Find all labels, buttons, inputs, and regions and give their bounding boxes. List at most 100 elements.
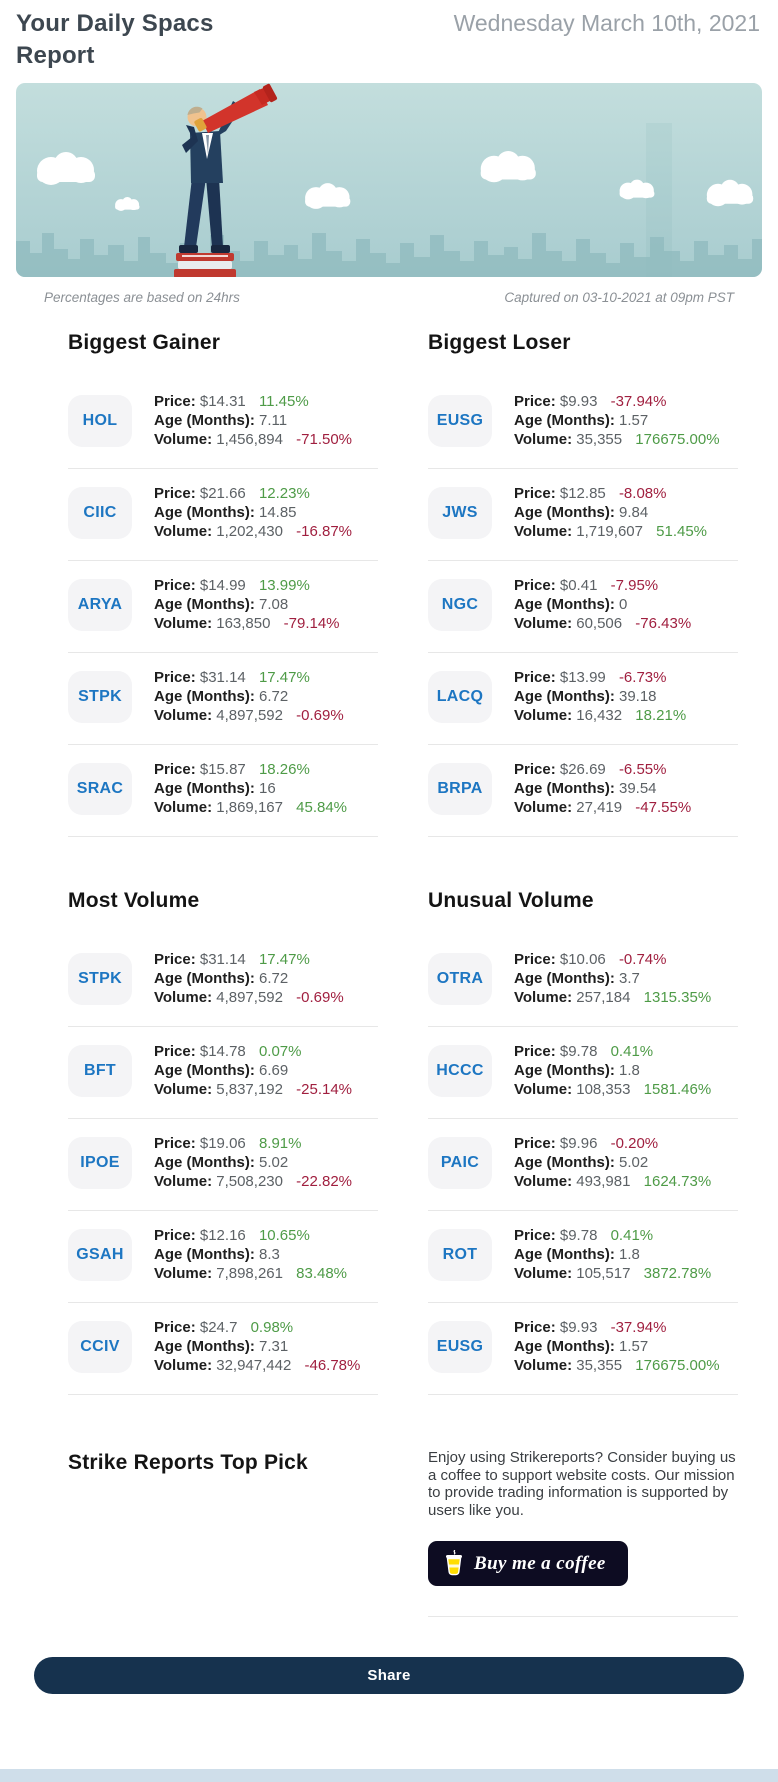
price-change-pct: 12.23% [258, 485, 310, 503]
ticker-symbol: HCCC [436, 1062, 484, 1080]
price-change-pct: -0.20% [610, 1135, 659, 1153]
ticker-badge[interactable]: STPK [68, 953, 132, 1006]
volume-label: Volume: [514, 1265, 573, 1283]
volume-line: Volume: 493,981 1624.73% [514, 1172, 711, 1191]
age-value: 7.08 [258, 596, 289, 614]
ticker-row: SRAC Price: $15.87 18.26% Age (Months): … [68, 745, 378, 838]
volume-value: 7,898,261 [216, 1265, 283, 1283]
ticker-badge[interactable]: BRPA [428, 763, 492, 816]
price-line: Price: $14.78 0.07% [154, 1042, 352, 1061]
ticker-badge[interactable]: JWS [428, 487, 492, 540]
age-line: Age (Months): 9.84 [514, 503, 707, 522]
price-label: Price: [514, 1227, 556, 1245]
age-line: Age (Months): 39.18 [514, 687, 686, 706]
ticker-symbol: PAIC [440, 1154, 480, 1172]
ticker-info: Price: $31.14 17.47% Age (Months): 6.72 … [154, 950, 344, 1007]
price-label: Price: [154, 577, 196, 595]
buy-me-a-coffee-button[interactable]: Buy me a coffee [428, 1541, 628, 1587]
price-value: $9.93 [559, 393, 598, 411]
ticker-symbol: ARYA [77, 596, 123, 614]
price-label: Price: [154, 761, 196, 779]
volume-change-pct: 51.45% [656, 523, 708, 541]
volume-value: 16,432 [576, 707, 623, 725]
section-title: Biggest Gainer [68, 331, 221, 355]
price-label: Price: [154, 393, 196, 411]
age-value: 5.02 [258, 1154, 289, 1172]
volume-line: Volume: 7,898,261 83.48% [154, 1264, 347, 1283]
ticker-badge[interactable]: BFT [68, 1045, 132, 1098]
price-change-pct: -6.73% [618, 669, 667, 687]
ticker-badge[interactable]: GSAH [68, 1229, 132, 1282]
age-label: Age (Months): [154, 970, 255, 988]
ticker-badge[interactable]: CIIC [68, 487, 132, 540]
ticker-symbol: ROT [442, 1246, 478, 1264]
ticker-row: STPK Price: $31.14 17.47% Age (Months): … [68, 653, 378, 746]
volume-label: Volume: [154, 431, 213, 449]
volume-line: Volume: 1,456,894 -71.50% [154, 430, 352, 449]
ticker-symbol: LACQ [436, 688, 484, 706]
age-value: 8.3 [258, 1246, 280, 1264]
ticker-badge[interactable]: HOL [68, 395, 132, 448]
price-value: $31.14 [199, 669, 246, 687]
ticker-info: Price: $26.69 -6.55% Age (Months): 39.54… [514, 760, 691, 817]
volume-value: 60,506 [576, 615, 623, 633]
price-label: Price: [514, 1043, 556, 1061]
ticker-symbol: EUSG [436, 412, 484, 430]
price-change-pct: 8.91% [258, 1135, 302, 1153]
price-change-pct: 0.41% [610, 1043, 654, 1061]
price-value: $31.14 [199, 951, 246, 969]
volume-change-pct: -22.82% [296, 1173, 353, 1191]
volume-value: 163,850 [216, 615, 271, 633]
price-change-pct: 10.65% [258, 1227, 310, 1245]
volume-line: Volume: 4,897,592 -0.69% [154, 988, 344, 1007]
ticker-symbol: CCIV [80, 1338, 120, 1356]
price-value: $13.99 [559, 669, 606, 687]
section-biggest-gainer: Biggest Gainer HOL Price: $14.31 11.45% … [68, 331, 378, 838]
price-value: $0.41 [559, 577, 598, 595]
ticker-badge[interactable]: ROT [428, 1229, 492, 1282]
price-value: $26.69 [559, 761, 606, 779]
age-label: Age (Months): [154, 412, 255, 430]
ticker-badge[interactable]: ARYA [68, 579, 132, 632]
share-button[interactable]: Share [34, 1657, 744, 1695]
ticker-badge[interactable]: IPOE [68, 1137, 132, 1190]
price-line: Price: $31.14 17.47% [154, 668, 344, 687]
ticker-badge[interactable]: LACQ [428, 671, 492, 724]
age-value: 14.85 [258, 504, 297, 522]
price-value: $9.78 [559, 1227, 598, 1245]
age-value: 1.57 [618, 1338, 649, 1356]
ticker-badge[interactable]: SRAC [68, 763, 132, 816]
ticker-badge[interactable]: STPK [68, 671, 132, 724]
age-label: Age (Months): [514, 1154, 615, 1172]
ticker-badge[interactable]: OTRA [428, 953, 492, 1006]
caption-percentages: Percentages are based on 24hrs [44, 290, 240, 306]
ticker-badge[interactable]: NGC [428, 579, 492, 632]
volume-change-pct: 45.84% [296, 799, 348, 817]
ticker-badge[interactable]: EUSG [428, 1321, 492, 1374]
ticker-badge[interactable]: PAIC [428, 1137, 492, 1190]
ticker-badge[interactable]: EUSG [428, 395, 492, 448]
ticker-badge[interactable]: CCIV [68, 1321, 132, 1374]
age-value: 3.7 [618, 970, 640, 988]
price-value: $19.06 [199, 1135, 246, 1153]
ticker-row: BRPA Price: $26.69 -6.55% Age (Months): … [428, 745, 738, 838]
price-change-pct: 0.98% [250, 1319, 294, 1337]
volume-change-pct: 1581.46% [643, 1081, 712, 1099]
age-label: Age (Months): [514, 1246, 615, 1264]
price-line: Price: $19.06 8.91% [154, 1134, 352, 1153]
volume-line: Volume: 1,202,430 -16.87% [154, 522, 352, 541]
coffee-cup-icon [446, 1550, 462, 1576]
ticker-row: ROT Price: $9.78 0.41% Age (Months): 1.8… [428, 1211, 738, 1304]
price-line: Price: $14.31 11.45% [154, 392, 352, 411]
ticker-info: Price: $0.41 -7.95% Age (Months): 0 Volu… [514, 576, 691, 633]
ticker-info: Price: $9.93 -37.94% Age (Months): 1.57 … [514, 392, 720, 449]
age-label: Age (Months): [514, 596, 615, 614]
volume-line: Volume: 108,353 1581.46% [514, 1080, 711, 1099]
coffee-button-label: Buy me a coffee [474, 1552, 606, 1574]
ticker-badge[interactable]: HCCC [428, 1045, 492, 1098]
volume-line: Volume: 1,869,167 45.84% [154, 798, 347, 817]
section-title: Most Volume [68, 889, 200, 913]
ticker-row: HCCC Price: $9.78 0.41% Age (Months): 1.… [428, 1027, 738, 1120]
price-label: Price: [154, 485, 196, 503]
